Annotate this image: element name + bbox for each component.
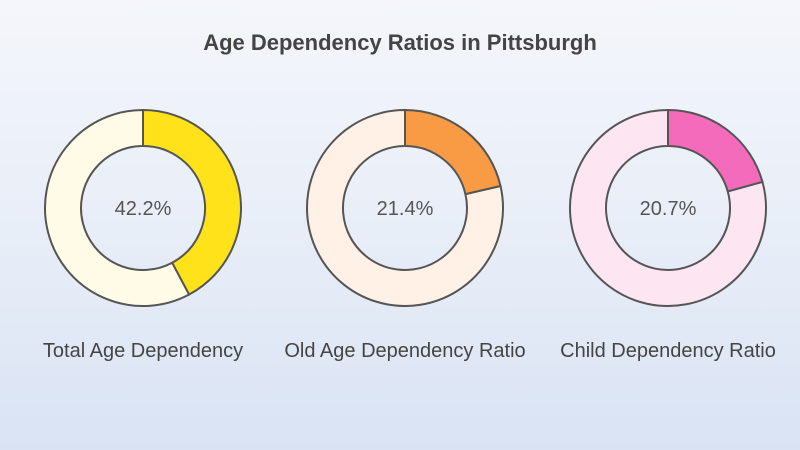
donut-remainder-child	[569, 108, 767, 307]
donut-remainder-total	[44, 108, 191, 307]
donut-value-child: 20.7%	[640, 198, 697, 220]
donut-remainder-old-age	[306, 108, 504, 307]
donut-label-old-age: Old Age Dependency Ratio	[284, 340, 526, 362]
donut-label-total: Total Age Dependency	[42, 340, 244, 362]
donut-slice-total	[142, 108, 242, 296]
donut-label-child: Child Dependency Ratio	[560, 340, 776, 362]
chart-title: Age Dependency Ratios in Pittsburgh	[203, 30, 597, 55]
donut-slice-old-age	[404, 108, 502, 196]
donut-slice-child	[667, 108, 764, 193]
donut-value-total: 42.2%	[115, 198, 172, 220]
donut-value-old-age: 21.4%	[377, 198, 434, 220]
